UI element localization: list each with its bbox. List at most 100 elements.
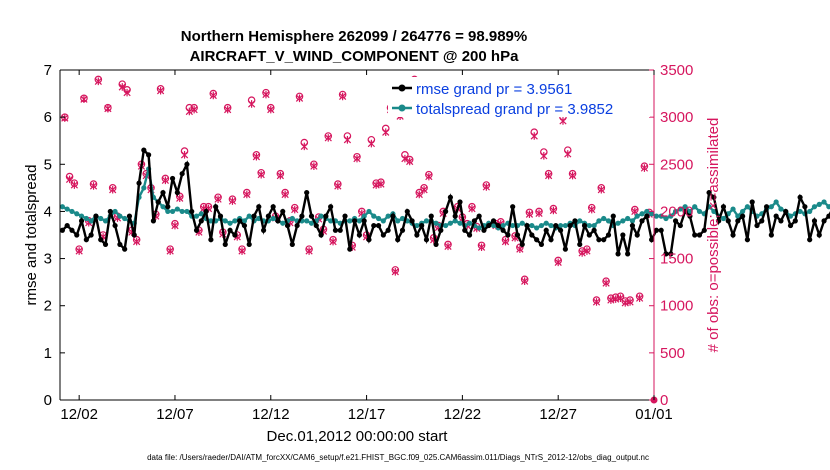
totalspread-point bbox=[787, 213, 794, 219]
totalspread-point bbox=[711, 208, 717, 215]
rmse-point bbox=[179, 171, 185, 177]
totalspread-point bbox=[308, 220, 315, 226]
rmse-point bbox=[792, 218, 798, 224]
rmse-point bbox=[778, 218, 784, 224]
totalspread-point bbox=[534, 225, 540, 231]
rmse-point bbox=[720, 204, 727, 210]
obs-assimilated-point bbox=[295, 94, 304, 103]
totalspread-point bbox=[280, 220, 286, 226]
obs-assimilated-point bbox=[597, 185, 605, 194]
totalspread-point bbox=[304, 218, 310, 224]
rmse-point bbox=[716, 218, 722, 224]
rmse-point bbox=[495, 222, 501, 229]
rmse-point bbox=[486, 222, 492, 229]
rmse-point bbox=[572, 218, 578, 224]
totalspread-point bbox=[778, 206, 784, 212]
totalspread-point bbox=[692, 204, 698, 210]
rmse-point bbox=[706, 189, 712, 196]
rmse-point bbox=[534, 237, 540, 243]
rmse-point bbox=[629, 222, 636, 229]
rmse-point bbox=[519, 241, 525, 248]
obs-assimilated-point bbox=[156, 86, 165, 95]
totalspread-point bbox=[773, 199, 779, 205]
rmse-point bbox=[510, 204, 516, 210]
totalspread-point bbox=[112, 208, 118, 215]
rmse-point bbox=[342, 213, 348, 219]
rmse-point bbox=[649, 237, 655, 243]
totalspread-point bbox=[466, 220, 473, 226]
rmse-point bbox=[735, 218, 741, 224]
x-tick-label: 12/07 bbox=[156, 406, 194, 423]
obs-assimilated-point bbox=[75, 247, 83, 255]
obs-assimilated-point bbox=[310, 162, 318, 170]
obs-assimilated-point bbox=[477, 243, 486, 252]
rmse-point bbox=[160, 189, 166, 196]
footer-data-file: data file: /Users/raeder/DAI/ATM_forcXX/… bbox=[147, 453, 649, 462]
rmse-point bbox=[601, 237, 607, 243]
totalspread-point bbox=[64, 206, 70, 212]
obs-assimilated-point bbox=[252, 152, 261, 161]
y2-tick-label: 3000 bbox=[660, 109, 693, 126]
rmse-point bbox=[280, 208, 286, 215]
totalspread-point bbox=[371, 213, 377, 219]
totalspread-point bbox=[141, 185, 147, 191]
totalspread-point bbox=[380, 218, 386, 224]
totalspread-point bbox=[160, 204, 166, 210]
totalspread-point bbox=[361, 213, 367, 219]
totalspread-point bbox=[740, 208, 746, 215]
totalspread-point bbox=[519, 220, 525, 226]
y2-tick-label: 2500 bbox=[660, 156, 693, 173]
obs-assimilated-point bbox=[482, 183, 490, 191]
obs-assimilated-point bbox=[339, 92, 347, 101]
obs-assimilated-point bbox=[592, 298, 601, 306]
totalspread-point bbox=[639, 211, 645, 217]
rmse-point bbox=[759, 218, 765, 224]
obs-assimilated-point bbox=[214, 195, 222, 203]
y2-tick-label: 500 bbox=[660, 345, 685, 362]
rmse-point bbox=[227, 227, 233, 233]
obs-assimilated-point bbox=[406, 157, 414, 166]
obs-assimilated-point bbox=[324, 134, 332, 142]
rmse-point bbox=[318, 232, 324, 238]
rmse-point bbox=[69, 227, 75, 233]
rmse-point bbox=[380, 232, 386, 238]
totalspread-point bbox=[649, 211, 655, 217]
rmse-point bbox=[749, 199, 755, 205]
rmse-point bbox=[371, 222, 377, 229]
totalspread-point bbox=[687, 208, 693, 215]
y-tick-label: 7 bbox=[44, 62, 52, 79]
totalspread-point bbox=[797, 208, 803, 215]
obs-assimilated-point bbox=[626, 298, 634, 306]
rmse-point bbox=[529, 232, 535, 238]
rmse-point bbox=[725, 218, 731, 224]
obs-assimilated-point bbox=[224, 105, 232, 114]
y2-axis-label: # of obs: o=possible; ×=assimilated bbox=[705, 118, 722, 353]
rmse-point bbox=[577, 241, 583, 248]
rmse-point bbox=[438, 227, 444, 233]
obs-assimilated-point bbox=[243, 190, 251, 199]
y-tick-label: 5 bbox=[44, 156, 52, 173]
totalspread-point bbox=[490, 222, 497, 229]
rmse-point bbox=[64, 222, 70, 229]
rmse-point bbox=[375, 222, 382, 229]
rmse-point bbox=[816, 232, 822, 238]
x-tick-label: 12/22 bbox=[444, 406, 482, 423]
totalspread-point bbox=[577, 218, 583, 224]
rmse-point bbox=[773, 213, 779, 219]
axes-layer bbox=[59, 69, 655, 401]
obs-assimilated-point bbox=[257, 170, 265, 179]
rmse-point bbox=[591, 227, 597, 233]
rmse-point bbox=[807, 237, 813, 243]
obs-assimilated-point bbox=[247, 100, 256, 108]
obs-assimilated-point bbox=[521, 277, 529, 285]
obs-assimilated-point bbox=[535, 209, 543, 218]
rmse-point bbox=[471, 218, 477, 224]
rmse-point bbox=[88, 232, 94, 238]
x-axis-label: Dec.01,2012 00:00:00 start bbox=[267, 428, 449, 445]
obs-assimilated-point bbox=[334, 182, 342, 190]
legend-spread-marker bbox=[398, 104, 406, 112]
rmse-point bbox=[332, 227, 339, 233]
y2-tick-label: 1500 bbox=[660, 251, 693, 268]
rmse-point bbox=[78, 218, 85, 224]
totalspread-point bbox=[816, 201, 822, 207]
